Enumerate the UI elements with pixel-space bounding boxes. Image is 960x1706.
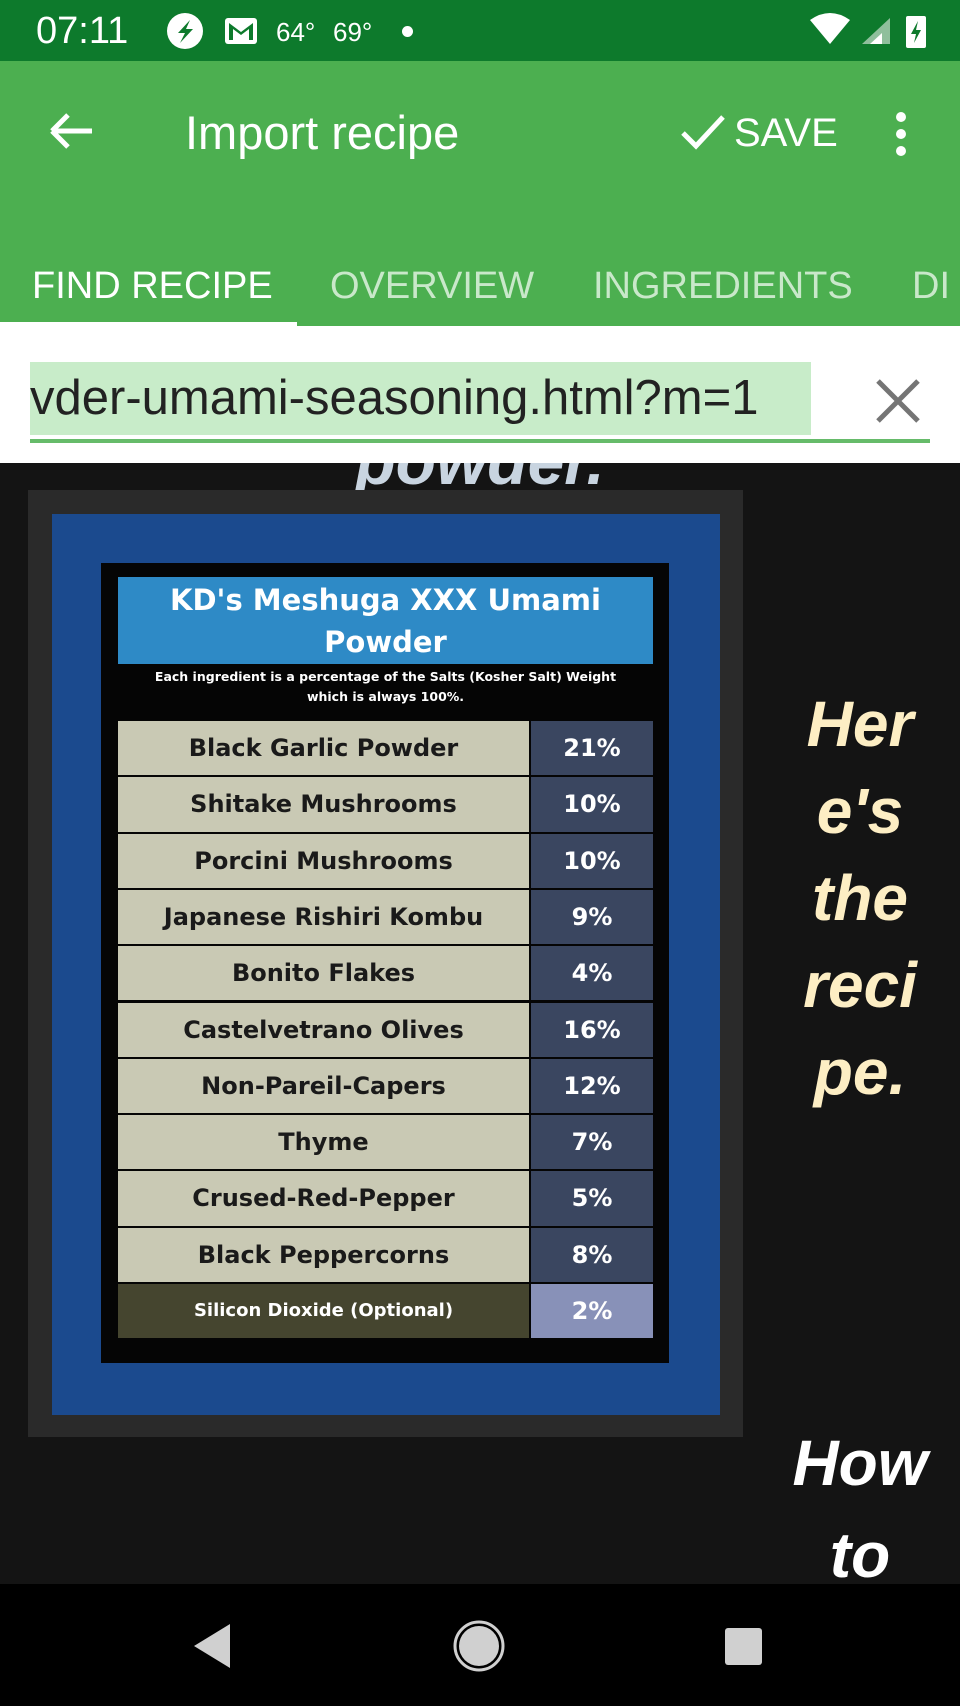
ingredient-name: Thyme	[118, 1115, 529, 1170]
next-text: How to	[780, 1417, 940, 1601]
next-text-line: How	[792, 1427, 928, 1499]
side-text: Her e's the reci pe.	[780, 681, 940, 1116]
ingredient-percent: 16%	[531, 1002, 653, 1057]
web-view: powder. KD's Meshuga XXX Umami Powder Ea…	[0, 424, 960, 1591]
ingredient-percent: 7%	[531, 1115, 653, 1170]
ingredient-name: Bonito Flakes	[118, 946, 529, 1001]
next-text-line: to	[829, 1519, 891, 1591]
tab[interactable]: OVERVIEW	[330, 265, 535, 307]
ingredient-name: Black Peppercorns	[118, 1227, 529, 1282]
app-bar: Import recipe SAVE FIND RECIPE OVERVIEW IN…	[0, 61, 960, 327]
table-title: KD's Meshuga XXX Umami Powder	[118, 577, 653, 664]
url-input[interactable]: vder-umami-seasoning.html?m=1	[30, 362, 811, 435]
mail-icon	[225, 18, 257, 44]
tab[interactable]: DI	[912, 265, 950, 307]
ingredient-name: Silicon Dioxide (Optional)	[118, 1284, 529, 1339]
dot	[402, 26, 413, 37]
ingredient-name: Shitake Mushrooms	[118, 777, 529, 832]
tab[interactable]: INGREDIENTS	[593, 265, 853, 307]
save-button[interactable]: SAVE	[734, 111, 838, 155]
recipe-table: KD's Meshuga XXX Umami Powder Each ingre…	[101, 563, 669, 1363]
ingredient-percent: 9%	[531, 889, 653, 945]
ingredient-percent: 4%	[531, 946, 653, 1001]
tab-bar: FIND RECIPE OVERVIEW INGREDIENTS DI	[0, 241, 960, 326]
ingredient-name: Non-Pareil-Capers	[118, 1058, 529, 1114]
tab-indicator	[0, 322, 297, 327]
recipe-image: KD's Meshuga XXX Umami Powder Each ingre…	[52, 514, 720, 1415]
nav-buttons[interactable]	[0, 1584, 960, 1706]
back-button[interactable]	[48, 111, 96, 151]
clear-button[interactable]	[875, 378, 921, 424]
url-bar: vder-umami-seasoning.html?m=1	[0, 326, 960, 463]
side-text-line: reci	[803, 949, 917, 1021]
app-icon	[167, 13, 203, 49]
side-text-line: Her	[806, 688, 914, 760]
side-text-line: pe.	[813, 1036, 907, 1108]
side-text-line: e's	[816, 775, 904, 847]
app-title: Import recipe	[185, 106, 460, 159]
ingredient-percent: 8%	[531, 1227, 653, 1282]
ingredient-percent: 10%	[531, 833, 653, 888]
status-bar: 07:11 64° 69°	[0, 0, 960, 61]
ingredient-name: Crused-Red-Pepper	[118, 1171, 529, 1226]
clock: 07:11	[36, 10, 129, 52]
ingredient-name: Porcini Mushrooms	[118, 833, 529, 888]
ingredient-percent: 12%	[531, 1058, 653, 1114]
ingredient-percent: 2%	[531, 1284, 653, 1339]
system-icons	[810, 13, 926, 48]
nav-bar	[0, 1584, 960, 1706]
ingredient-percent: 21%	[531, 721, 653, 776]
ingredient-name: Japanese Rishiri Kombu	[118, 889, 529, 945]
image-frame: KD's Meshuga XXX Umami Powder Each ingre…	[28, 490, 743, 1437]
ingredient-percent: 5%	[531, 1171, 653, 1226]
ingredient-name: Castelvetrano Olives	[118, 1002, 529, 1057]
overflow-menu[interactable]	[892, 111, 910, 157]
ingredient-percent: 10%	[531, 777, 653, 832]
table-subtitle: Each ingredient is a percentage of the S…	[154, 669, 617, 704]
temperature: 69°	[333, 17, 373, 47]
check-icon[interactable]	[680, 113, 726, 151]
input-underline	[30, 439, 930, 443]
side-text-line: the	[812, 862, 908, 934]
ingredient-name: Black Garlic Powder	[118, 721, 529, 776]
tab[interactable]: FIND RECIPE	[32, 265, 273, 307]
temperature: 64°	[276, 17, 316, 47]
